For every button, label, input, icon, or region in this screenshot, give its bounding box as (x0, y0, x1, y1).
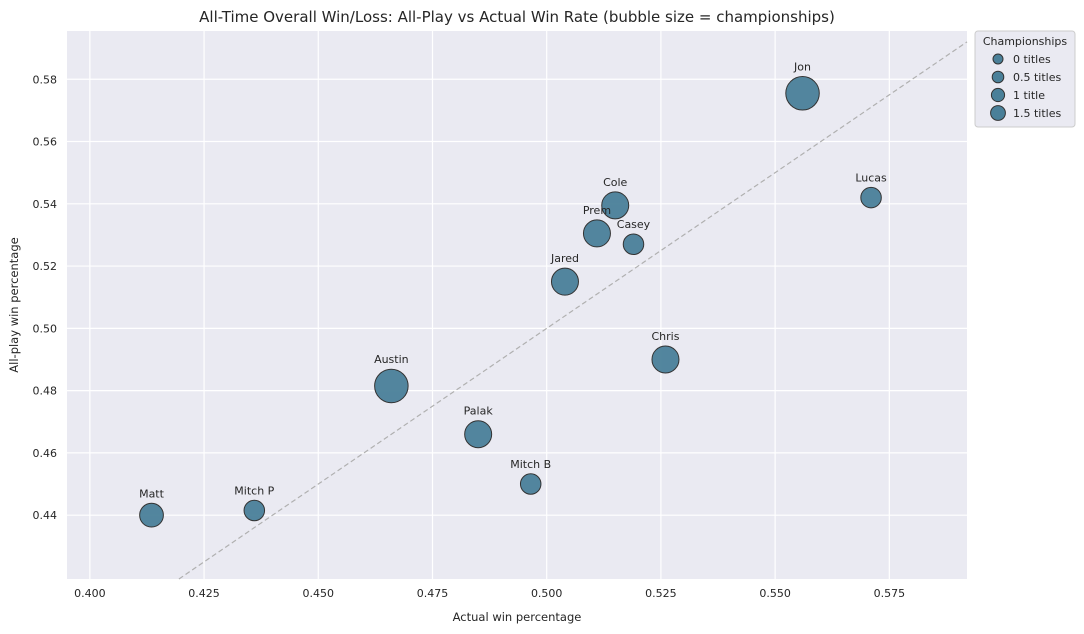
legend-entry-label: 1.5 titles (1013, 107, 1061, 120)
data-point (785, 76, 820, 111)
data-point (622, 233, 645, 256)
point-labels: Jon Lucas Cole Prem Casey Jared Chris Austin Pal… (139, 61, 887, 501)
legend-marker (990, 87, 1006, 103)
data-points (139, 76, 882, 528)
chart-title: All-Time Overall Win/Loss: All-Play vs A… (199, 8, 835, 26)
y-tick-label: 0.46 (33, 447, 58, 460)
point-label: Chris (651, 330, 679, 343)
point-label: Casey (617, 218, 651, 231)
x-tick-label: 0.425 (188, 587, 220, 600)
data-point (550, 267, 579, 296)
point-label: Mitch P (234, 484, 274, 497)
reference-line-group (178, 41, 968, 580)
point-label: Prem (583, 204, 611, 217)
point-label: Cole (603, 176, 627, 189)
data-point (464, 420, 493, 449)
legend-marker (992, 53, 1004, 65)
x-tick-label: 0.550 (759, 587, 791, 600)
grid (67, 31, 967, 579)
y-tick-label: 0.52 (33, 260, 58, 273)
point-label: Jon (793, 61, 811, 74)
legend: Championships 0 titles 0.5 titles 1 title 1… (974, 30, 1076, 128)
point-label: Matt (139, 487, 165, 500)
y-tick-label: 0.50 (33, 322, 58, 335)
point-label: Mitch B (510, 458, 551, 471)
legend-marker (990, 105, 1006, 121)
x-tick-label: 0.575 (874, 587, 906, 600)
data-point (243, 499, 266, 522)
point-label: Lucas (855, 171, 887, 184)
legend-title: Championships (983, 35, 1068, 48)
y-tick-label: 0.58 (33, 73, 58, 86)
x-tick-label: 0.450 (303, 587, 335, 600)
y-tick-label: 0.54 (33, 198, 58, 211)
point-label: Austin (374, 353, 409, 366)
x-tick-label: 0.525 (645, 587, 677, 600)
data-point (860, 186, 882, 209)
data-point (601, 191, 630, 220)
plot-background (67, 31, 967, 579)
data-point (374, 368, 409, 404)
point-label: Palak (464, 405, 494, 418)
point-label: Jared (550, 252, 579, 265)
x-tick-label: 0.400 (74, 587, 106, 600)
y-tick-label: 0.44 (33, 509, 58, 522)
x-tick-label: 0.500 (531, 587, 563, 600)
data-point (139, 502, 164, 528)
legend-marker (991, 70, 1005, 84)
data-point (582, 219, 611, 248)
x-axis-label: Actual win percentage (453, 610, 582, 624)
legend-entry-label: 1 title (1013, 89, 1045, 102)
legend-entry-label: 0.5 titles (1013, 71, 1061, 84)
y-tick-label: 0.48 (33, 385, 58, 398)
reference-line (178, 41, 968, 580)
legend-entry-label: 0 titles (1013, 53, 1051, 66)
x-tick-label: 0.475 (417, 587, 449, 600)
x-axis-ticks: 0.400 0.425 0.450 0.475 0.500 0.525 0.550 0.575 (74, 587, 905, 600)
y-axis-label: All-play win percentage (7, 237, 21, 372)
data-point (651, 345, 680, 374)
y-tick-label: 0.56 (33, 136, 58, 149)
y-axis-ticks: 0.44 0.46 0.48 0.50 0.52 0.54 0.56 0.58 (33, 73, 58, 522)
data-point (519, 473, 542, 495)
legend-entries: 0 titles 0.5 titles 1 title 1.5 titles (990, 53, 1061, 121)
